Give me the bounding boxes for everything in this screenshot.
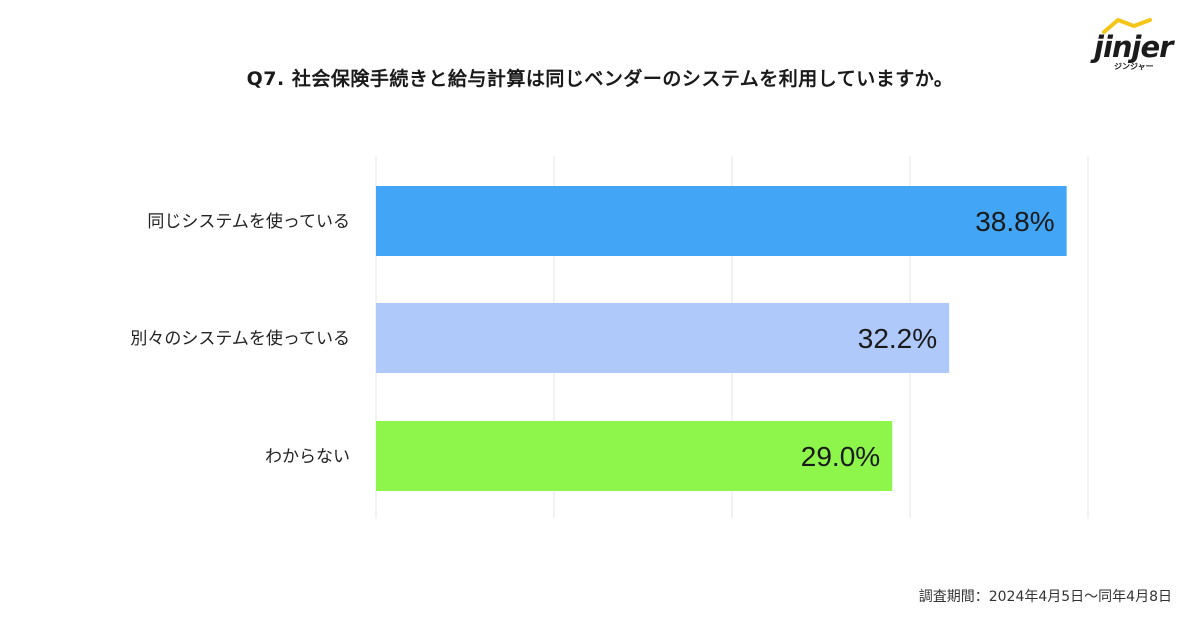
bar bbox=[376, 186, 1067, 256]
value-label: 32.2% bbox=[858, 323, 937, 354]
value-label: 29.0% bbox=[801, 441, 880, 472]
survey-period-note: 調査期間：2024年4月5日〜同年4月8日 bbox=[919, 586, 1172, 606]
category-label: 同じシステムを使っている bbox=[147, 211, 350, 232]
category-label: 別々のシステムを使っている bbox=[130, 328, 350, 349]
category-label: わからない bbox=[265, 447, 350, 467]
value-label: 38.8% bbox=[975, 206, 1054, 237]
